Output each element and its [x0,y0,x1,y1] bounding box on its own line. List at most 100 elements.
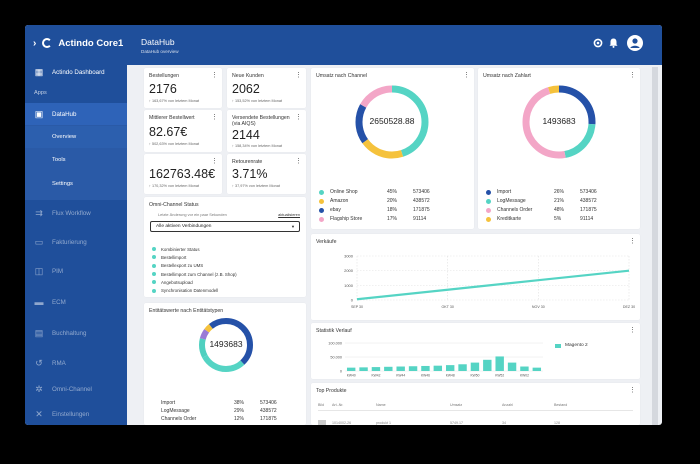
x-tick-label: KW40 [347,374,356,378]
donut-center-value: 1493683 [209,339,243,349]
return-icon: ↺ [35,357,43,368]
card-title: Umsatz nach Zahlart [483,73,531,79]
donut-slice [522,85,596,159]
legend-row: Import 38% 573406 [161,400,277,406]
more-icon[interactable]: ⋮ [463,72,470,79]
sidebar-item-pim[interactable]: ◫ PIM [34,265,64,276]
legend-dot-icon [319,198,324,204]
sidebar-item-ecm[interactable]: ▬ ECM [34,297,66,307]
legend-dot-icon [486,198,491,204]
kpi-delta: ↑ 153,52% von letztem Monat [232,99,283,103]
bar [384,366,393,371]
kpi-delta: ↑ 170,32% von letztem Monat [149,184,200,188]
bar [470,362,480,371]
status-dot-icon [152,272,156,277]
donut-slice [522,85,596,159]
page-subtitle: DataHub overview [141,49,179,54]
sidebar-sub-settings[interactable]: Settings [52,181,73,187]
entitaet-donut-chart [199,318,253,372]
donut-slice [355,85,429,159]
legend-dot-icon [319,207,324,213]
kpi-delta: ↑ 502,63% von letztem Monat [149,142,200,146]
x-tick-label: NOV 30 [532,305,545,309]
donut-center-value: 2650528.88 [369,116,415,126]
kpi-delta: ↑ 158,34% von letztem Monat [232,144,283,148]
y-tick-label: 0 [351,298,354,303]
divider [318,410,633,411]
settings-icon[interactable] [593,38,603,50]
legend-dot-icon [319,216,324,222]
more-icon[interactable]: ⋮ [629,238,636,245]
more-icon[interactable]: ⋮ [295,114,302,121]
app-logo[interactable]: › Actindo Core1 [33,36,123,50]
series-line [356,269,630,301]
sidebar-item-fakturierung[interactable]: ▭ Fakturierung [34,236,87,247]
sidebar-item-omni-channel[interactable]: ✲ Omni-Channel [35,383,92,394]
sidebar-sub-overview[interactable]: Overview [25,126,127,148]
chevron-right-icon[interactable]: › [33,37,37,49]
x-tick-label: KW50 [470,374,479,378]
bell-icon[interactable] [609,38,618,50]
kpi-card-umsatz: ⋮ 162763.48€ ↑ 170,32% von letztem Monat [144,154,222,194]
bar [359,367,368,371]
y-tick-label: 1000 [344,283,354,288]
card-title: Umsatz nach Channel [316,73,368,79]
bar [520,366,529,371]
bar [346,367,356,371]
kpi-value: 2176 [149,82,177,96]
sidebar-item-dashboard[interactable]: ▦ Actindo Dashboard [34,66,105,77]
status-dot-icon [152,288,156,293]
legend-dot-icon [486,207,491,213]
sidebar-item-einstellungen[interactable]: ✕ Einstellungen [35,408,90,419]
sidebar-item-flux-workflow[interactable]: ⇉ Flux Workflow [35,207,91,218]
scrollbar[interactable] [652,67,658,425]
bar [408,366,418,371]
more-icon[interactable]: ⋮ [295,158,302,165]
kpi-value: 2062 [232,82,260,96]
table-header: Bild Art.-Nr. Name Umsatz Anzahl Bestand [318,403,568,407]
table-row[interactable]: 1014002-26 produkt 1 5749.17 34 128 [318,420,560,425]
entitaetswerte-card: Entitätswerte nach Entitätstypen 1493683… [144,303,306,425]
more-icon[interactable]: ⋮ [211,114,218,121]
card-title: Statistik Verlauf [316,328,352,334]
y-tick-label: 2000 [344,268,354,273]
bar [445,365,455,371]
kpi-card-neue-kunden: Neue Kunden ⋮ 2062 ↑ 153,52% von letztem… [227,68,306,108]
umsatz-channel-donut-chart [355,85,429,159]
refresh-link[interactable]: aktualisieren [278,212,300,217]
invoice-icon: ▭ [34,236,44,247]
x-tick-label: KW02 [520,374,529,378]
x-tick-label: SEP 30 [351,305,363,309]
umsatz-channel-card: Umsatz nach Channel ⋮ 2650528.88 Online … [311,68,474,229]
y-tick-label: 3000 [344,254,354,259]
legend-row: Kreditkarte 5% 91114 [486,216,593,222]
more-icon[interactable]: ⋮ [295,72,302,79]
bar [371,367,381,371]
more-icon[interactable]: ⋮ [211,72,218,79]
chevron-down-icon: ▼ [291,224,295,229]
more-icon[interactable]: ⋮ [211,158,218,165]
dashboard-icon: ▦ [34,66,44,77]
bar [421,365,430,371]
bar [532,367,542,371]
card-title: Omni-Channel Status [149,202,199,208]
more-icon[interactable]: ⋮ [629,387,636,394]
more-icon[interactable]: ⋮ [629,72,636,79]
avatar-icon[interactable] [627,35,643,53]
donut-slice [199,318,253,372]
legend-row: LogMessage 29% 438572 [161,408,277,414]
legend-dot-icon [486,216,491,222]
kpi-value: 162763.48€ [149,167,216,181]
status-dot-icon [152,263,156,268]
sidebar-item-rma[interactable]: ↺ RMA [35,357,66,368]
sidebar-item-buchhaltung[interactable]: ▤ Buchhaltung [34,327,87,338]
bar [507,362,517,371]
list-item: Angebotsupload [152,278,237,286]
connection-select[interactable]: Alle aktiven Verbindungen ▼ [150,221,300,232]
sidebar-sub-tools[interactable]: Tools [52,157,66,163]
donut-slice [355,85,429,159]
calculator-icon: ▤ [34,327,44,338]
more-icon[interactable]: ⋮ [629,327,636,334]
sidebar-item-datahub[interactable]: ▣ DataHub [25,103,127,125]
kpi-card-versendete-bestellungen: Versendete Bestellungen (via AIQS) ⋮ 214… [227,110,306,152]
